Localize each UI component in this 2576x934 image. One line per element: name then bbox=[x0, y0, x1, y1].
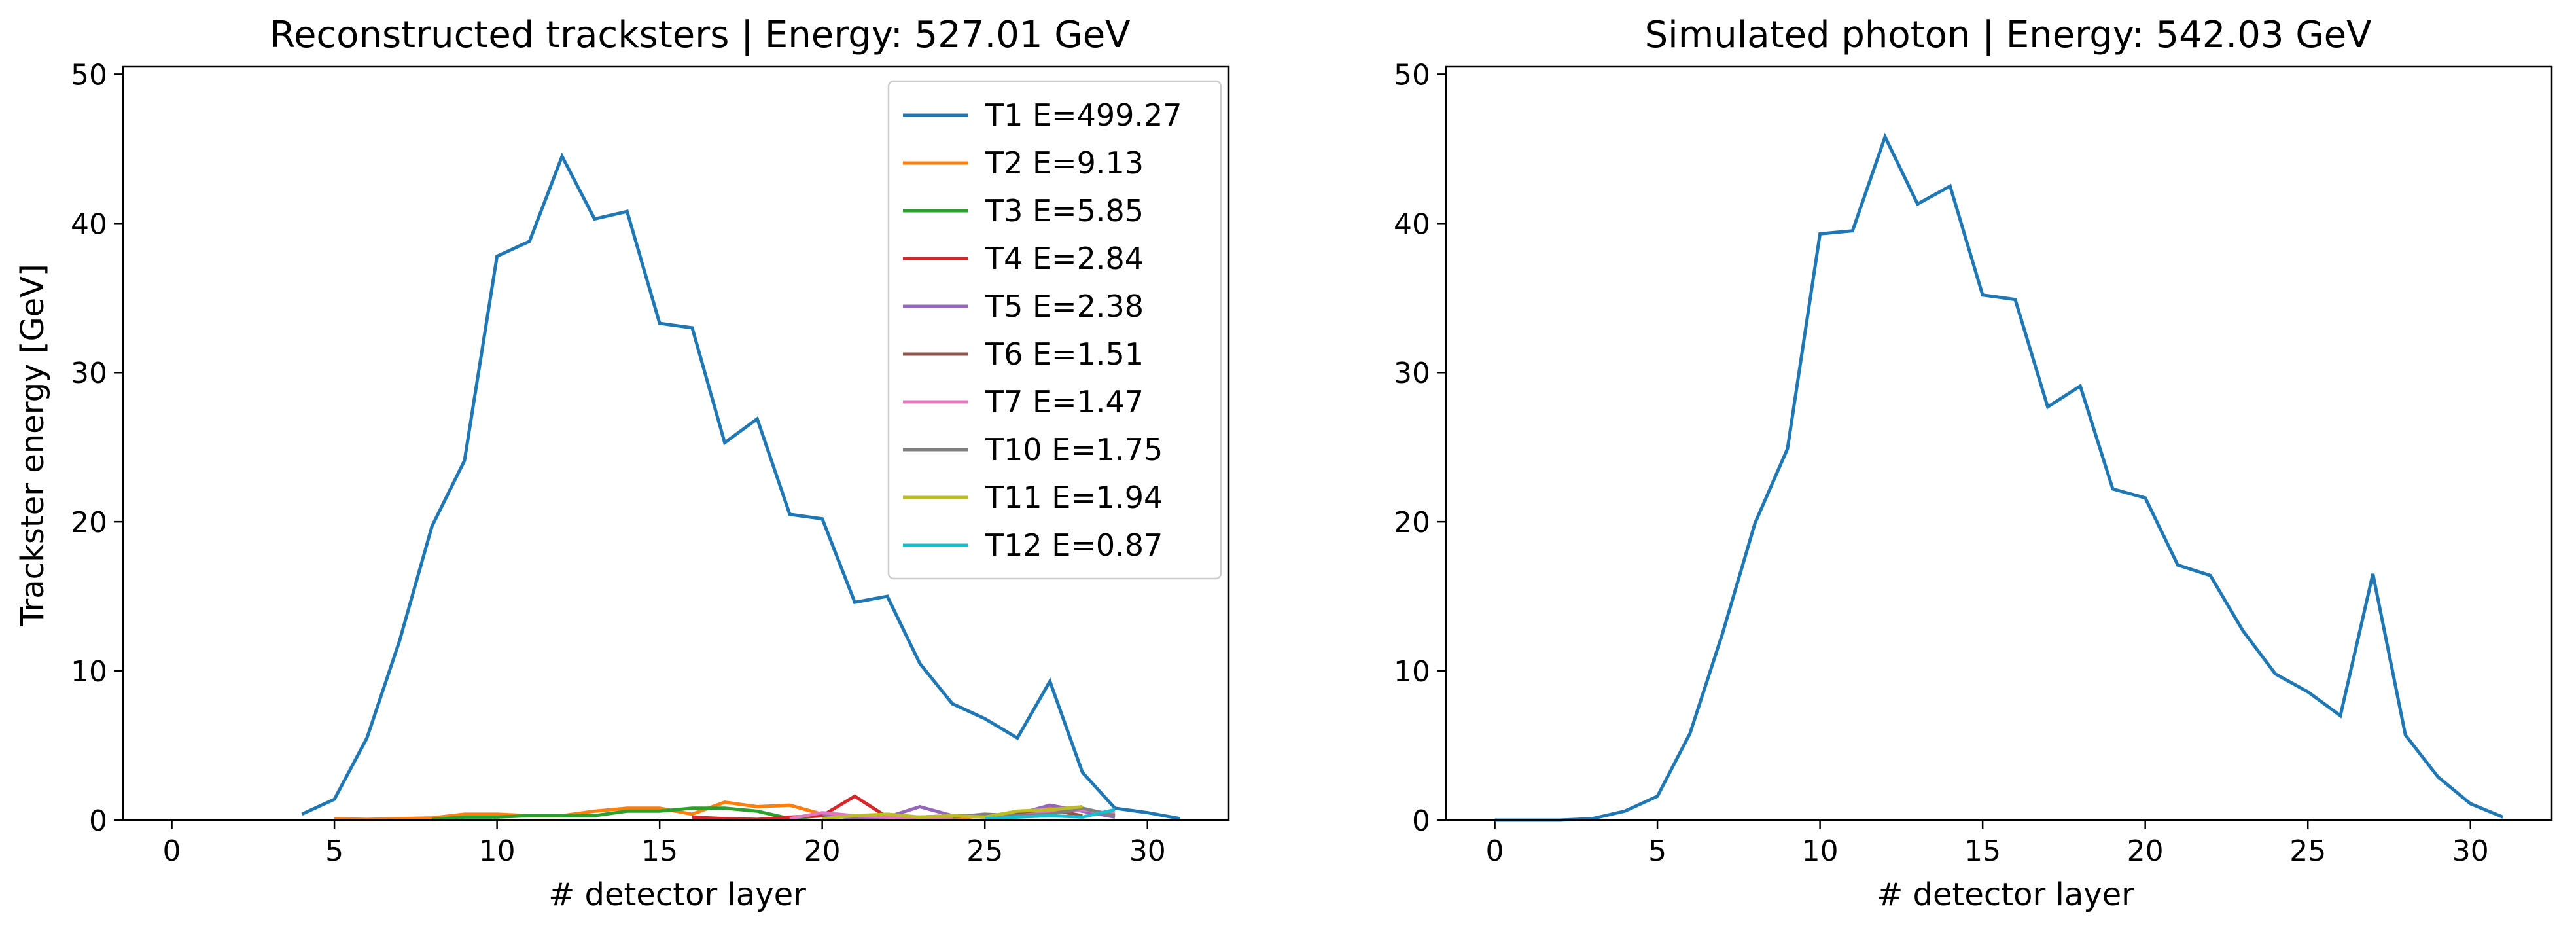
x-tick-label: 20 bbox=[804, 835, 841, 868]
tick-layer: 0 5 10 15 20 25 30 0 10 20 30 40 50 bbox=[1394, 58, 2489, 868]
x-tick-label: 0 bbox=[1486, 835, 1504, 868]
x-tick-label: 25 bbox=[2289, 835, 2326, 868]
x-tick-label: 15 bbox=[1964, 835, 2001, 868]
legend-label: T10 E=1.75 bbox=[985, 432, 1163, 467]
y-tick-label: 0 bbox=[1412, 804, 1430, 838]
tick-layer: 0 5 10 15 20 25 30 0 10 20 30 40 50 bbox=[71, 58, 1166, 868]
legend-label: T3 E=5.85 bbox=[985, 193, 1144, 228]
y-tick-label: 50 bbox=[1394, 58, 1430, 92]
y-axis-label: Trackster energy [GeV] bbox=[14, 264, 51, 626]
chart-title: Reconstructed tracksters | Energy: 527.0… bbox=[270, 14, 1131, 56]
y-tick-label: 20 bbox=[71, 506, 107, 539]
plot-frame bbox=[1445, 65, 2553, 821]
legend-label: T11 E=1.94 bbox=[985, 480, 1163, 515]
legend: T1 E=499.27 T2 E=9.13 T3 E=5.85 T4 E=2.84 T5… bbox=[887, 80, 1222, 580]
x-tick-label: 5 bbox=[1648, 835, 1667, 868]
legend-label: T4 E=2.84 bbox=[985, 241, 1144, 276]
series-layer bbox=[1494, 132, 2504, 822]
x-tick-label: 10 bbox=[479, 835, 516, 868]
series-line bbox=[985, 808, 1116, 821]
y-tick-label: 20 bbox=[1394, 506, 1430, 539]
y-tick-label: 40 bbox=[71, 207, 107, 241]
legend-label: T6 E=1.51 bbox=[985, 336, 1144, 372]
y-tick-label: 30 bbox=[1394, 357, 1430, 390]
series-line bbox=[301, 152, 1180, 821]
x-tick-label: 30 bbox=[2452, 835, 2489, 868]
x-tick-label: 10 bbox=[1802, 835, 1839, 868]
series-layer bbox=[301, 152, 1180, 821]
x-tick-label: 25 bbox=[966, 835, 1003, 868]
legend-label: T2 E=9.13 bbox=[985, 145, 1144, 181]
y-tick-label: 50 bbox=[71, 58, 107, 92]
x-tick-label: 20 bbox=[2127, 835, 2164, 868]
x-tick-label: 0 bbox=[163, 835, 181, 868]
legend-label: T12 E=0.87 bbox=[985, 528, 1163, 563]
x-axis-label: # detector layer bbox=[548, 876, 806, 913]
legend-label: T7 E=1.47 bbox=[985, 384, 1144, 420]
y-tick-label: 40 bbox=[1394, 207, 1430, 241]
simulated-photon-chart: Simulated photon | Energy: 542.03 GeV # … bbox=[1394, 14, 2553, 913]
tracksters-chart: Reconstructed tracksters | Energy: 527.0… bbox=[14, 14, 1230, 913]
plot-frame bbox=[122, 65, 1230, 821]
legend-label: T1 E=499.27 bbox=[985, 98, 1182, 133]
y-tick-label: 0 bbox=[89, 804, 107, 838]
legend-label: T5 E=2.38 bbox=[985, 289, 1144, 324]
x-tick-label: 15 bbox=[641, 835, 678, 868]
x-tick-label: 30 bbox=[1129, 835, 1166, 868]
series-line bbox=[822, 805, 1083, 821]
chart-title: Simulated photon | Energy: 542.03 GeV bbox=[1645, 14, 2372, 56]
y-tick-label: 10 bbox=[1394, 655, 1430, 689]
x-tick-label: 5 bbox=[325, 835, 344, 868]
legend-box bbox=[887, 80, 1222, 580]
y-tick-label: 30 bbox=[71, 357, 107, 390]
x-axis-label: # detector layer bbox=[1877, 876, 2134, 913]
y-tick-label: 10 bbox=[71, 655, 107, 689]
series-line bbox=[1494, 132, 2504, 822]
